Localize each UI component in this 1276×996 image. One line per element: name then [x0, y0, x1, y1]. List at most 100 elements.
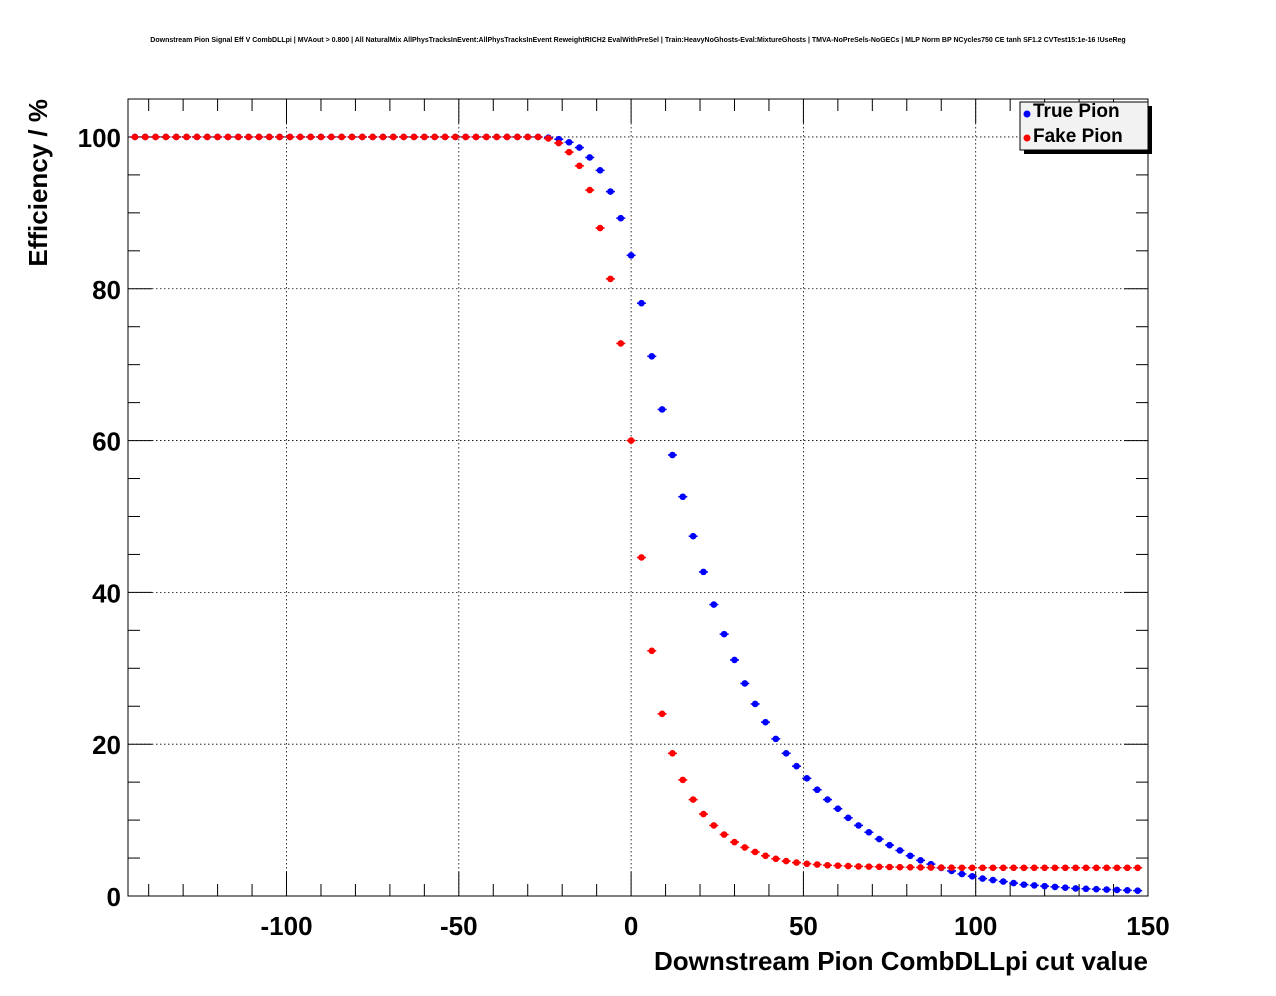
data-point — [307, 133, 314, 141]
data-point — [679, 493, 687, 501]
data-point — [762, 718, 769, 726]
data-point — [586, 186, 594, 194]
data-point — [141, 133, 149, 141]
x-tick-label: -100 — [260, 911, 312, 941]
data-point — [317, 133, 325, 141]
y-tick-label: 0 — [107, 882, 121, 912]
data-point — [844, 862, 852, 870]
data-point — [855, 863, 862, 870]
data-point — [710, 822, 718, 829]
data-point — [348, 133, 356, 141]
data-point — [1093, 885, 1100, 893]
data-point — [875, 863, 883, 871]
data-point — [514, 133, 521, 141]
data-point — [1134, 864, 1141, 872]
legend-marker-fake-pion — [1023, 134, 1031, 142]
data-point — [772, 855, 780, 863]
data-point — [452, 133, 459, 141]
data-point — [493, 133, 501, 141]
data-point — [390, 133, 397, 141]
data-point — [1010, 879, 1017, 887]
data-point — [669, 451, 676, 459]
data-point — [1051, 883, 1059, 891]
data-point — [937, 864, 945, 871]
data-point — [328, 133, 335, 141]
data-point — [679, 776, 687, 784]
data-point — [400, 133, 407, 141]
data-point — [720, 831, 728, 838]
data-point — [999, 878, 1007, 885]
data-point — [410, 133, 418, 141]
data-series — [130, 133, 1143, 894]
data-point — [700, 568, 707, 576]
data-point — [576, 144, 583, 151]
data-point — [917, 864, 924, 871]
data-point — [1020, 881, 1028, 888]
series-fake-pion — [130, 133, 1143, 872]
grid-lines — [128, 99, 1148, 896]
data-point — [565, 148, 573, 156]
data-point — [617, 214, 625, 222]
data-point — [1041, 882, 1048, 890]
data-point — [979, 864, 986, 872]
data-point — [979, 875, 986, 882]
data-point — [203, 133, 211, 141]
data-point — [131, 133, 139, 141]
data-point — [958, 864, 966, 872]
data-point — [793, 859, 800, 866]
data-point — [524, 133, 532, 141]
data-point — [968, 864, 976, 872]
data-point — [720, 630, 728, 638]
data-point — [214, 133, 221, 141]
data-point — [1113, 886, 1121, 894]
data-point — [989, 864, 997, 872]
data-point — [172, 133, 180, 141]
axis-ticks — [128, 98, 1149, 897]
data-point — [234, 133, 242, 141]
data-point — [441, 133, 449, 141]
legend-box — [1019, 101, 1149, 151]
data-point — [813, 861, 821, 868]
data-point — [1010, 864, 1017, 872]
x-tick-labels: -100 -50 0 50 100 150 — [260, 911, 1169, 941]
data-point — [751, 700, 759, 708]
legend-marker-true-pion — [1023, 110, 1031, 118]
data-point — [865, 863, 873, 870]
data-point — [700, 810, 707, 818]
y-tick-labels: 0 20 40 60 80 100 — [78, 123, 121, 912]
data-point — [462, 133, 470, 141]
data-point — [824, 796, 831, 803]
data-point — [483, 133, 490, 141]
data-point — [1082, 885, 1090, 893]
data-point — [906, 852, 914, 860]
data-point — [245, 133, 252, 141]
data-point — [1041, 864, 1048, 872]
x-tick-label: 150 — [1126, 911, 1169, 941]
data-point — [534, 133, 542, 141]
data-point — [545, 135, 552, 142]
data-point — [296, 133, 304, 141]
data-point — [751, 848, 759, 856]
x-tick-label: 0 — [624, 911, 638, 941]
data-point — [152, 133, 159, 141]
data-point — [968, 872, 976, 880]
data-point — [741, 844, 749, 851]
data-point — [421, 133, 428, 141]
data-point — [875, 835, 883, 843]
data-point — [607, 275, 614, 283]
data-point — [1072, 864, 1079, 872]
data-point — [472, 133, 480, 141]
data-point — [1124, 864, 1131, 872]
data-point — [731, 656, 738, 664]
x-tick-label: 50 — [789, 911, 818, 941]
data-point — [193, 133, 201, 141]
data-point — [896, 847, 904, 854]
data-point — [576, 162, 583, 170]
data-point — [741, 680, 749, 687]
data-point — [1103, 886, 1110, 893]
data-point — [1020, 864, 1028, 872]
data-point — [865, 828, 873, 836]
data-point — [689, 796, 697, 803]
data-point — [762, 852, 769, 860]
